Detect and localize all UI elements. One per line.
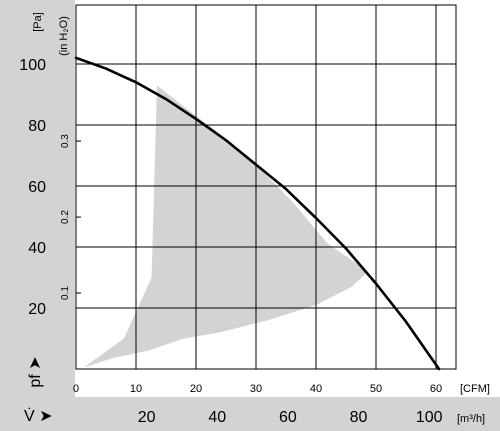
x-axis-unit-cfm: [CFM] xyxy=(460,383,490,395)
tick-label-y-pa: 20 xyxy=(28,301,46,318)
y-axis-symbol-pressure: pf ➤ xyxy=(27,356,44,387)
tick-label-y-inh2o: 0.3 xyxy=(60,134,71,148)
x-axis-unit-m3h: [m³/h] xyxy=(457,413,485,425)
tick-label-y-pa: 100 xyxy=(19,57,46,74)
left-strip xyxy=(0,0,75,431)
label-layer: 20 40 60 80 100 0.1 0.2 0.3 0 10 20 30 40 50 60 20 40 60 8… xyxy=(19,12,490,426)
tick-label-x-cfm: 40 xyxy=(310,383,322,395)
tick-label-x-cfm: 20 xyxy=(190,383,202,395)
tick-label-x-cfm: 10 xyxy=(130,383,142,395)
bottom-strip xyxy=(0,397,500,431)
tick-label-x-m3h: 100 xyxy=(416,409,443,426)
tick-label-y-inh2o: 0.1 xyxy=(60,286,71,300)
tick-label-x-cfm: 50 xyxy=(370,383,382,395)
curve-layer xyxy=(74,56,441,371)
y-axis-unit-inh2o: (in H₂O) xyxy=(58,16,70,56)
tick-label-y-inh2o: 0.2 xyxy=(60,210,71,224)
operating-area-layer xyxy=(83,85,369,368)
tick-label-x-cfm: 30 xyxy=(250,383,262,395)
operating-area xyxy=(83,85,369,368)
tick-label-y-pa: 80 xyxy=(28,118,46,135)
tick-label-x-m3h: 20 xyxy=(138,409,156,426)
x-axis-symbol-flow: V̇ ➤ xyxy=(24,407,53,425)
tick-label-x-m3h: 80 xyxy=(350,409,368,426)
plot-frame xyxy=(75,4,457,370)
tick-label-x-cfm: 60 xyxy=(430,383,442,395)
tick-label-y-pa: 40 xyxy=(28,240,46,257)
y-axis-unit-pa: [Pa] xyxy=(32,12,44,32)
pressure-curve xyxy=(74,56,441,371)
grid-layer xyxy=(75,4,457,370)
tick-label-x-cfm: 0 xyxy=(73,383,79,395)
tick-label-x-m3h: 60 xyxy=(279,409,297,426)
tick-label-x-m3h: 40 xyxy=(208,409,226,426)
tick-label-y-pa: 60 xyxy=(28,179,46,196)
